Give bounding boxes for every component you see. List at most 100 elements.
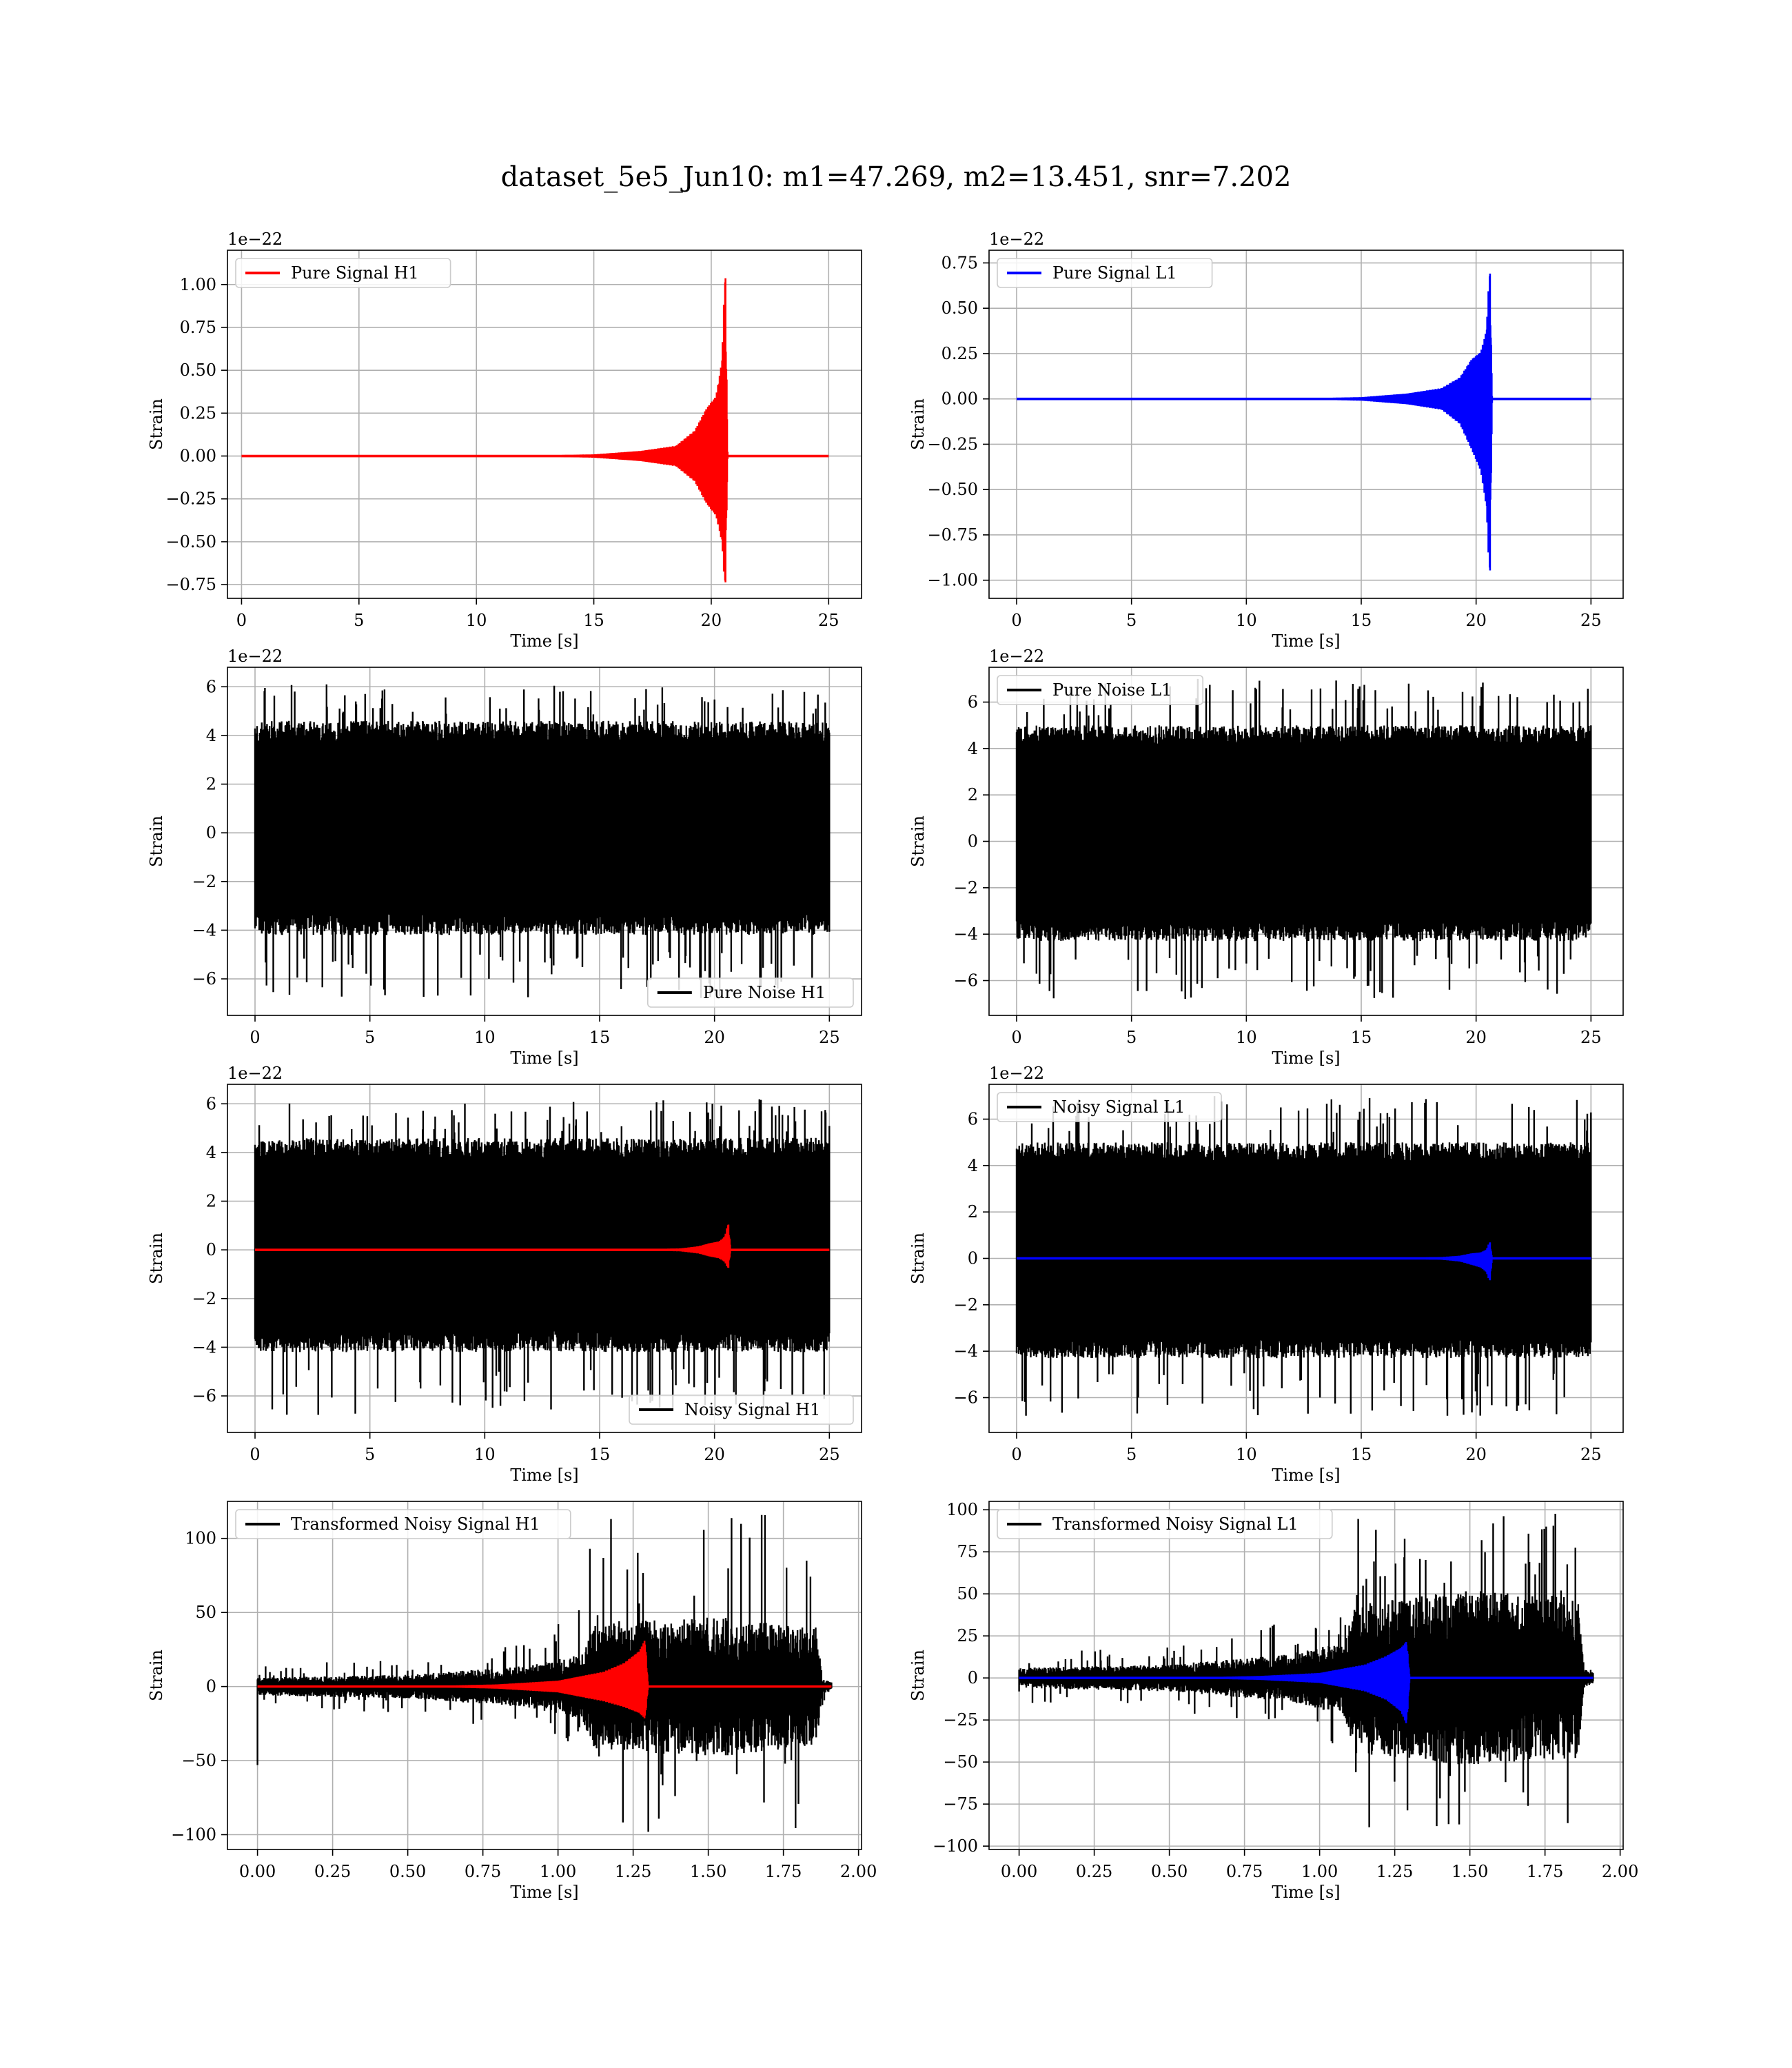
offset-text: 1e−22 [989,647,1044,666]
x-tick-label: 15 [589,1028,611,1047]
x-tick-label: 1.50 [1452,1862,1488,1881]
x-tick-label: 5 [365,1028,375,1047]
x-axis-label: Time [s] [1272,1466,1340,1485]
y-tick-label: −2 [192,1289,216,1308]
x-tick-label: 15 [583,611,604,630]
x-tick-label: 0.50 [389,1862,426,1881]
legend-box [646,977,854,1008]
x-tick-label: 10 [1236,1445,1257,1464]
x-axis-label: Time [s] [510,1048,578,1068]
y-tick-label: −6 [954,971,978,991]
x-tick-label: 5 [1126,1445,1137,1464]
y-tick-label: 100 [946,1500,978,1519]
x-tick-label: 20 [1465,1445,1487,1464]
y-tick-label: −50 [181,1751,216,1770]
legend-label: Pure Noise H1 [703,983,826,1002]
x-tick-label: 2.00 [1602,1862,1638,1881]
y-tick-label: 100 [185,1529,216,1548]
plot-area [256,1514,833,1832]
y-tick-label: −100 [933,1836,978,1856]
y-tick-label: 0 [968,1249,978,1268]
legend-box [235,258,451,288]
x-tick-label: 25 [819,1028,840,1047]
y-axis-label: Strain [908,815,928,867]
legend-label: Pure Signal L1 [1052,263,1177,283]
y-tick-label: −0.75 [927,525,978,545]
x-axis-label: Time [s] [510,1466,578,1485]
x-tick-label: 1.00 [540,1862,576,1881]
legend: Pure Noise L1 [997,675,1204,705]
axes-frame [227,250,862,599]
x-tick-label: 0.75 [465,1862,501,1881]
x-tick-label: 0.25 [1076,1862,1112,1881]
y-tick-label: 4 [968,1156,978,1175]
legend-label: Transformed Noisy Signal H1 [291,1514,540,1534]
y-axis-label: Strain [908,398,928,450]
x-tick-label: 20 [1465,611,1487,630]
y-tick-label: 4 [968,739,978,758]
x-tick-label: 0 [1011,1445,1021,1464]
legend-box [629,1395,854,1425]
y-tick-label: 0 [206,1240,216,1259]
y-axis-label: Strain [908,1650,928,1701]
y-tick-label: 0.75 [941,253,978,272]
y-tick-label: −6 [192,969,216,989]
x-tick-label: 25 [1580,611,1602,630]
y-axis-label: Strain [147,1650,166,1701]
y-tick-label: 0.25 [941,344,978,363]
x-tick-label: 25 [1580,1028,1602,1047]
y-tick-label: −0.25 [927,434,978,454]
y-tick-label: 4 [206,726,216,745]
x-tick-label: 0 [250,1445,260,1464]
x-tick-label: 10 [474,1028,496,1047]
x-axis-label: Time [s] [1272,1883,1340,1902]
axes-frame [227,1084,862,1433]
plot-area [1017,273,1591,571]
y-tick-label: 0.00 [941,389,978,409]
legend-label: Pure Signal H1 [291,263,419,283]
x-tick-label: 15 [1351,1445,1372,1464]
y-tick-label: −2 [192,872,216,891]
x-tick-label: 5 [1126,611,1137,630]
series-pure-signal-h1 [257,278,729,582]
y-tick-label: 2 [968,785,978,804]
x-tick-label: 20 [1465,1028,1487,1047]
y-tick-label: −0.75 [165,575,216,594]
y-tick-label: 2 [206,775,216,794]
x-tick-label: 20 [701,611,722,630]
x-tick-label: 2.00 [840,1862,877,1881]
plot-area [241,278,829,582]
x-tick-label: 10 [1236,1028,1257,1047]
subplot-pure-signal-h1: 0 5 10 15 20 25 −0.75 −0.50 −0.25 0.00 0.25 0.50 0.7… [147,230,862,651]
y-tick-label: 4 [206,1143,216,1162]
x-tick-label: 0.75 [1226,1862,1263,1881]
axes-frame [227,667,862,1016]
x-tick-label: 0.50 [1151,1862,1188,1881]
x-tick-label: 1.50 [690,1862,726,1881]
y-tick-label: −4 [954,1341,978,1361]
y-axis-label: Strain [908,1233,928,1284]
subplot-noisy-signal-h1: 0 5 10 15 20 25 −6 −4 −2 0 2 4 6 Time [s] Strain 1e−22 N… [147,1064,862,1485]
series-signal-overlay [296,1224,732,1268]
x-tick-label: 25 [818,611,839,630]
axes-frame [227,1501,862,1850]
x-tick-label: 5 [365,1445,375,1464]
x-tick-label: 0 [236,611,247,630]
x-tick-label: 20 [704,1445,725,1464]
y-tick-label: −1.00 [927,571,978,590]
plot-area [1018,1514,1594,1827]
legend-box [997,258,1213,288]
x-tick-label: 1.75 [765,1862,802,1881]
y-tick-label: −0.25 [165,489,216,509]
x-axis-label: Time [s] [1272,1048,1340,1068]
subplot-grid: 0 5 10 15 20 25−0.75−0.50−0.250.000.250.500.7… [147,230,1638,1902]
series-signal-overlay [1020,1642,1411,1723]
y-tick-label: −0.50 [165,532,216,551]
y-tick-label: 6 [206,1094,216,1113]
x-axis-label: Time [s] [1272,631,1340,651]
legend: Noisy Signal H1 [629,1395,854,1425]
x-tick-label: 20 [704,1028,725,1047]
offset-text: 1e−22 [989,230,1044,249]
x-tick-label: 10 [466,611,487,630]
